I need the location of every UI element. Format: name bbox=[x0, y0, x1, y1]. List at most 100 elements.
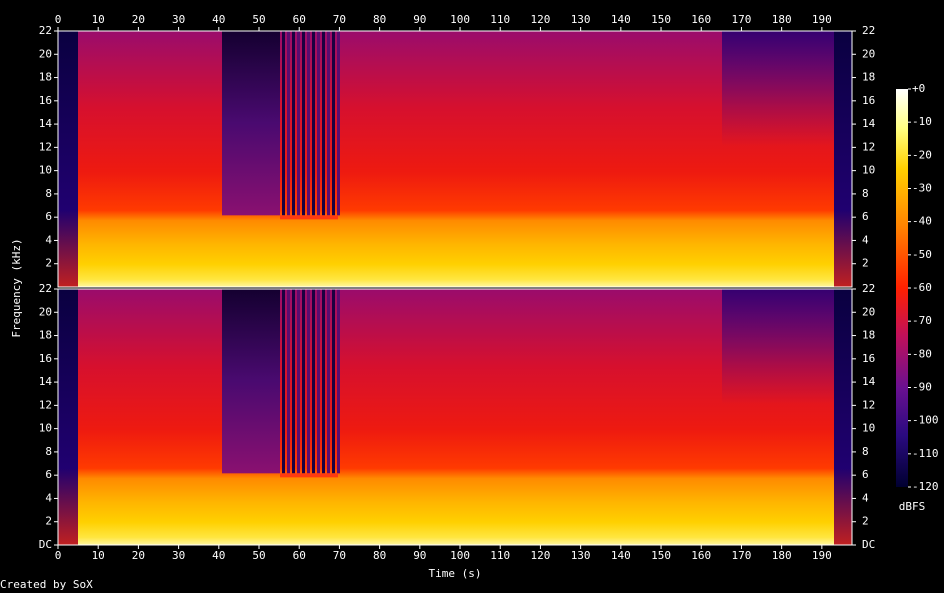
x-tick-label: 40 bbox=[212, 549, 225, 562]
y-tick-label: 20 bbox=[39, 305, 52, 318]
y-tick-label: 10 bbox=[39, 422, 52, 435]
x-tick-label: 140 bbox=[611, 549, 631, 562]
x-tick-label: 160 bbox=[691, 13, 711, 26]
spectrum-fill bbox=[280, 215, 338, 220]
spectrum-fill bbox=[292, 31, 295, 216]
y-tick-label: 2 bbox=[862, 515, 869, 528]
x-tick-label: 50 bbox=[252, 13, 265, 26]
spectrum-fill bbox=[282, 31, 285, 216]
spectrum-fill bbox=[58, 31, 78, 287]
y-tick-label: 16 bbox=[39, 352, 52, 365]
y-tick-label: 12 bbox=[862, 398, 875, 411]
x-tick-label: 90 bbox=[413, 549, 426, 562]
x-tick-label: 20 bbox=[132, 549, 145, 562]
x-tick-label: 20 bbox=[132, 13, 145, 26]
spectrum-fill bbox=[337, 31, 340, 216]
spectrum-fill bbox=[327, 289, 330, 474]
x-tick-label: 70 bbox=[333, 13, 346, 26]
colorbar-tick-label: -110 bbox=[912, 447, 939, 460]
footer: Created by SoX bbox=[0, 578, 93, 591]
y-tick-label: 6 bbox=[862, 210, 869, 223]
y-tick-label: 10 bbox=[862, 422, 875, 435]
colorbar-tick-label: -10 bbox=[912, 115, 932, 128]
x-tick-label: 0 bbox=[55, 13, 62, 26]
x-tick-label: 190 bbox=[812, 13, 832, 26]
x-tick-label: 70 bbox=[333, 549, 346, 562]
y-tick-label: 18 bbox=[862, 329, 875, 342]
spectrum-fill bbox=[834, 289, 852, 545]
x-tick-label: 80 bbox=[373, 549, 386, 562]
y-tick-label: 4 bbox=[862, 233, 869, 246]
spectrum-fill bbox=[292, 289, 295, 474]
x-tick-label: 160 bbox=[691, 549, 711, 562]
y-tick-label: 12 bbox=[39, 140, 52, 153]
x-tick-label: 10 bbox=[92, 13, 105, 26]
colorbar-tick-label: -80 bbox=[912, 347, 932, 360]
spectrum-fill bbox=[282, 289, 285, 474]
x-tick-label: 60 bbox=[293, 549, 306, 562]
y-tick-label: 4 bbox=[862, 491, 869, 504]
y-tick-label: 22 bbox=[39, 24, 52, 37]
spectrum-fill bbox=[307, 289, 310, 474]
y-tick-label: 6 bbox=[862, 468, 869, 481]
colorbar-tick-label: -50 bbox=[912, 248, 932, 261]
y-tick-label: 18 bbox=[39, 71, 52, 84]
colorbar-tick-label: -100 bbox=[912, 414, 939, 427]
spectrum-fill bbox=[280, 473, 338, 478]
x-tick-label: 120 bbox=[530, 549, 550, 562]
y-tick-label: 10 bbox=[862, 164, 875, 177]
x-tick-label: 100 bbox=[450, 549, 470, 562]
panel-frame bbox=[57, 30, 853, 288]
y-tick-label: 12 bbox=[862, 140, 875, 153]
x-tick-label: 180 bbox=[772, 549, 792, 562]
spectrum-fill bbox=[312, 289, 315, 474]
y-axis-label: Frequency (kHz) bbox=[10, 238, 23, 337]
y-tick-label: 14 bbox=[39, 375, 53, 388]
y-tick-label: 10 bbox=[39, 164, 52, 177]
colorbar-tick-label: -120 bbox=[912, 480, 939, 493]
y-tick-label: 16 bbox=[862, 94, 875, 107]
y-tick-label: 20 bbox=[862, 305, 875, 318]
spectrum-fill bbox=[287, 289, 290, 474]
spectrum-fill bbox=[58, 31, 852, 287]
y-tick-label: 20 bbox=[862, 47, 875, 60]
spectrum-fill bbox=[297, 31, 300, 216]
x-tick-label: 110 bbox=[490, 13, 510, 26]
spectrum-fill bbox=[722, 31, 834, 147]
x-tick-label: 0 bbox=[55, 549, 62, 562]
y-tick-label: 6 bbox=[45, 210, 52, 223]
spectrogram-panel bbox=[57, 30, 853, 288]
x-tick-label: 10 bbox=[92, 549, 105, 562]
x-tick-label: 120 bbox=[530, 13, 550, 26]
x-tick-label: 110 bbox=[490, 549, 510, 562]
spectrum-fill bbox=[58, 289, 78, 545]
x-tick-label: 30 bbox=[172, 549, 185, 562]
x-axis-label: Time (s) bbox=[429, 567, 482, 580]
y-tick-label: 16 bbox=[39, 94, 52, 107]
colorbar-tick-label: -90 bbox=[912, 381, 932, 394]
y-tick-label: 8 bbox=[45, 187, 52, 200]
x-tick-label: 190 bbox=[812, 549, 832, 562]
spectrum-fill bbox=[302, 31, 305, 216]
spectrogram-panel bbox=[57, 288, 853, 546]
colorbar-tick-label: -70 bbox=[912, 314, 932, 327]
panel-frame bbox=[57, 288, 853, 546]
x-tick-label: 130 bbox=[571, 549, 591, 562]
spectrum-fill bbox=[297, 289, 300, 474]
y-tick-label: 8 bbox=[862, 187, 869, 200]
y-tick-label: 12 bbox=[39, 398, 52, 411]
spectrum-fill bbox=[337, 289, 340, 474]
x-tick-label: 80 bbox=[373, 13, 386, 26]
x-tick-label: 90 bbox=[413, 13, 426, 26]
x-tick-label: 100 bbox=[450, 13, 470, 26]
x-tick-label: 170 bbox=[732, 13, 752, 26]
colorbar-label: dBFS bbox=[899, 500, 926, 513]
spectrum-fill bbox=[332, 31, 335, 216]
x-tick-label: 130 bbox=[571, 13, 591, 26]
spectrum-fill bbox=[317, 289, 320, 474]
spectrum-fill bbox=[302, 289, 305, 474]
colorbar-tick-label: -30 bbox=[912, 182, 932, 195]
spectrum-fill bbox=[222, 31, 280, 216]
y-tick-label: 14 bbox=[39, 117, 53, 130]
